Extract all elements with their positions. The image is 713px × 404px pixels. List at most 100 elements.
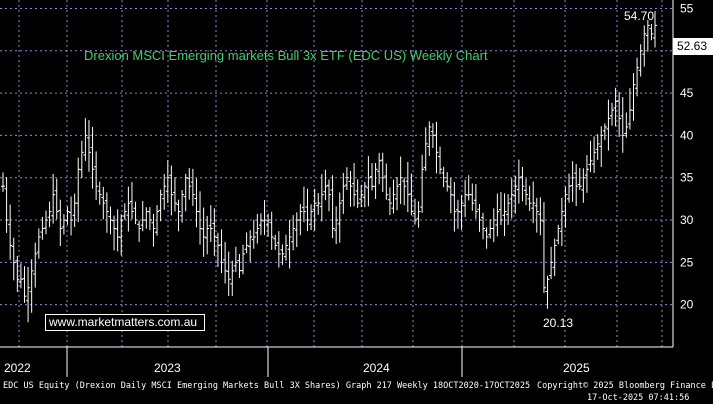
ohlc-bar [165, 160, 170, 203]
ohlc-bar [373, 162, 378, 199]
ohlc-bar [101, 186, 106, 220]
ohlc-bar [76, 157, 81, 223]
ohlc-bar [201, 207, 206, 257]
ohlc-bar [552, 238, 557, 277]
ohlc-bar [248, 230, 253, 263]
y-tick-label: 30 [680, 213, 694, 227]
ohlc-bar [119, 214, 124, 256]
ohlc-bar [602, 123, 607, 141]
chart-title: Drexion MSCI Emerging markets Bull 3x ET… [84, 48, 488, 63]
ohlc-bar [513, 175, 518, 214]
ohlc-bar [452, 182, 457, 232]
ohlc-bar [280, 244, 285, 265]
ohlc-bar [266, 213, 271, 237]
x-axis-labels: 2022 2023 2024 2025 [4, 347, 590, 377]
footer-copyright: Copyright© 2025 Bloomberg Finance L.P. [537, 381, 713, 391]
ohlc-bar [620, 97, 625, 153]
ohlc-bar [470, 183, 475, 211]
ohlc-bar [337, 192, 342, 243]
ohlc-bar [176, 199, 181, 232]
ohlc-bar [126, 186, 131, 232]
ohlc-bar [61, 214, 66, 235]
ohlc-bar [172, 177, 177, 212]
ohlc-bar [140, 200, 145, 232]
last-price-value: 52.63 [677, 39, 708, 53]
ohlc-bar [11, 237, 16, 281]
ohlc-bar [592, 136, 597, 173]
x-tick-label: 2022 [4, 361, 31, 375]
ohlc-bar [133, 201, 138, 225]
ohlc-bar [69, 196, 74, 236]
ohlc-bar [427, 121, 432, 156]
ohlc-bar [409, 173, 414, 216]
ohlc-bar [438, 146, 443, 175]
ohlc-bar [405, 161, 410, 213]
ohlc-bar [215, 232, 220, 267]
ohlc-bar [341, 172, 346, 214]
ohlc-bar [366, 156, 371, 207]
ohlc-bar [420, 154, 425, 214]
horizontal-gridlines [0, 7, 673, 306]
ohlc-bar [241, 244, 246, 275]
ohlc-bar [205, 215, 210, 255]
ohlc-bar [423, 127, 428, 172]
ohlc-bar [319, 174, 324, 222]
ohlc-bar [549, 246, 554, 280]
ohlc-bar [29, 259, 34, 313]
ohlc-bar [122, 203, 127, 220]
ohlc-bar [584, 155, 589, 193]
ohlc-bar [237, 254, 242, 278]
ohlc-bar [273, 234, 278, 250]
ohlc-bar [455, 199, 460, 229]
ohlc-bar [574, 164, 579, 207]
ohlc-bar [344, 167, 349, 191]
ohlc-bar [348, 170, 353, 207]
ohlc-bar [384, 163, 389, 200]
ohlc-bar [305, 188, 310, 232]
ohlc-bar [291, 215, 296, 251]
ohlc-bar [445, 172, 450, 192]
ohlc-bar [387, 187, 392, 216]
ohlc-bar [144, 207, 149, 229]
ohlc-bar [362, 181, 367, 208]
ohlc-bar [137, 220, 142, 242]
ohlc-bar [398, 156, 403, 205]
ohlc-bar [22, 266, 27, 303]
ohlc-bar [631, 73, 636, 121]
ohlc-bar [416, 201, 421, 228]
ohlc-bar [112, 215, 117, 251]
ohlc-bar [183, 173, 188, 212]
ohlc-bar [463, 179, 468, 218]
ohlc-bar [233, 246, 238, 273]
ohlc-bar [448, 177, 453, 214]
ohlc-bar [355, 179, 360, 209]
ohlc-bar [158, 189, 163, 222]
ohlc-bar [541, 202, 546, 293]
ohlc-bar [538, 197, 543, 236]
ohlc-bar [466, 175, 471, 201]
ohlc-bar [534, 197, 539, 233]
ohlc-bar [531, 181, 536, 224]
ohlc-bar [287, 220, 292, 269]
watermark-box: www.marketmatters.com.au [45, 314, 205, 331]
ohlc-bar [617, 92, 622, 137]
ohlc-bar [595, 134, 600, 160]
y-tick-label: 20 [680, 298, 694, 312]
x-tick-label: 2023 [154, 361, 181, 375]
ohlc-bar [649, 23, 654, 41]
ohlc-bar [488, 219, 493, 239]
ohlc-bar [129, 181, 134, 220]
ohlc-bar [599, 126, 604, 167]
x-tick-label: 2024 [363, 361, 390, 375]
ohlc-bar [506, 194, 511, 225]
ohlc-bar [545, 275, 550, 309]
ohlc-bar [369, 163, 374, 191]
ohlc-bar [330, 175, 335, 239]
ohlc-bar [380, 152, 385, 193]
ohlc-bar [524, 178, 529, 206]
ohlc-bar [169, 165, 174, 216]
y-tick-label: 40 [680, 128, 694, 142]
ohlc-bar [219, 229, 224, 274]
ohlc-bar [108, 206, 113, 235]
